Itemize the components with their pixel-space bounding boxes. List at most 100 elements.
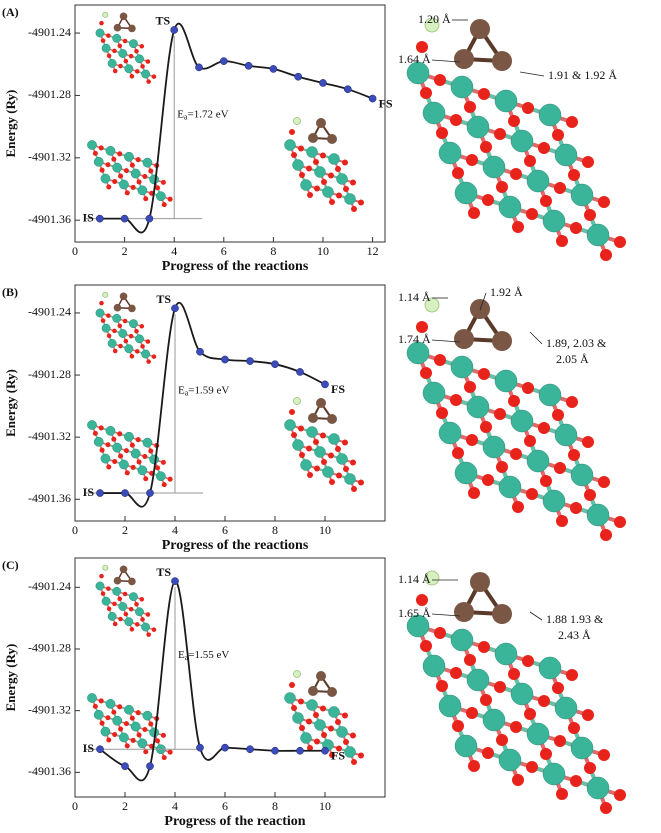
metal-atom (118, 49, 128, 58)
oxygen-atom (510, 168, 522, 180)
oxygen-atom (98, 425, 104, 431)
oxygen-atom (320, 705, 326, 712)
metal-atom (95, 308, 105, 318)
activation-energy: Ea=1.59 eV (178, 384, 229, 397)
oxygen-atom (568, 449, 580, 461)
oxygen-atom (420, 87, 432, 99)
oxygen-atom (600, 529, 612, 541)
metal-atom (112, 162, 123, 173)
oxygen-atom (482, 194, 494, 206)
oxygen-atom (140, 344, 145, 349)
oxygen-atom (510, 448, 522, 460)
oxygen-atom (128, 606, 134, 612)
oxygen-atom (496, 734, 508, 746)
oxygen-atom (136, 179, 142, 185)
oxygen-atom (117, 151, 123, 157)
cluster-atom (454, 602, 474, 622)
oxygen-atom (306, 165, 312, 172)
oxygen-atom (436, 127, 448, 139)
oxygen-atom (289, 129, 295, 135)
oxygen-atom (122, 591, 128, 597)
metal-atom (142, 437, 153, 448)
metal-atom (438, 421, 462, 445)
oxygen-atom (291, 152, 297, 158)
oxygen-atom (106, 53, 112, 59)
oxygen-atom (155, 185, 161, 191)
bond-length-label: 2.05 Å (556, 352, 589, 366)
metal-atom (570, 183, 594, 207)
is-label: IS (83, 485, 95, 499)
hydrogen-atom (293, 397, 301, 405)
oxygen-atom (466, 434, 478, 446)
cluster-atom (308, 413, 318, 423)
oxygen-atom (148, 721, 154, 727)
cluster-atom (470, 572, 490, 592)
oxygen-atom (105, 715, 111, 721)
metal-atom (141, 622, 151, 632)
point (121, 489, 129, 497)
bond-length-label: 1.91 & 1.92 Å (548, 68, 617, 82)
oxygen-atom (452, 720, 464, 732)
cluster-atom (308, 133, 318, 143)
point (296, 368, 304, 376)
metal-atom (141, 69, 151, 79)
oxygen-atom (307, 472, 313, 478)
metal-atom (137, 465, 148, 476)
oxygen-atom (117, 596, 123, 602)
oxygen-atom (117, 704, 123, 710)
oxygen-atom (494, 681, 506, 693)
structure (95, 564, 157, 637)
oxygen-atom (434, 74, 446, 86)
oxygen-atom (464, 654, 476, 666)
point (146, 762, 154, 771)
metal-atom (344, 746, 356, 758)
oxygen-atom (118, 726, 124, 732)
metal-atom (498, 748, 522, 772)
y-tick-label: -4901.28 (28, 641, 71, 655)
metal-atom (112, 586, 122, 596)
metal-atom (344, 193, 356, 205)
metal-atom (498, 475, 522, 499)
metal-atom (105, 699, 116, 709)
oxygen-atom (140, 64, 145, 69)
oxygen-atom (99, 167, 105, 173)
oxygen-atom (526, 488, 538, 500)
metal-atom (124, 431, 134, 442)
oxygen-atom (118, 453, 124, 459)
oxygen-atom (314, 185, 320, 192)
oxygen-atom (584, 762, 596, 774)
oxygen-atom (468, 487, 480, 499)
metal-atom (542, 762, 566, 786)
metal-atom (118, 602, 128, 611)
oxygen-atom (522, 382, 534, 394)
x-tick-label: 4 (172, 523, 178, 537)
oxygen-atom (343, 186, 349, 192)
oxygen-atom (145, 339, 151, 344)
oxygen-atom (478, 88, 490, 100)
metal-atom (141, 349, 151, 359)
point (196, 743, 204, 752)
oxygen-atom (329, 479, 335, 485)
oxygen-atom (161, 482, 167, 488)
fs-label: FS (331, 748, 345, 762)
oxygen-atom (112, 348, 118, 354)
metal-atom (124, 704, 134, 715)
y-tick-label: -4901.24 (28, 579, 71, 593)
metal-atom (454, 461, 478, 485)
metal-atom (554, 143, 578, 167)
oxygen-atom (146, 359, 151, 364)
hydrogen-atom (293, 670, 301, 678)
oxygen-atom (112, 179, 118, 185)
metal-atom (482, 435, 506, 459)
x-tick-label: 6 (222, 523, 228, 537)
oxygen-atom (151, 627, 157, 632)
oxygen-atom (151, 354, 157, 359)
oxygen-atom (329, 199, 335, 205)
oxygen-atom (568, 169, 580, 181)
ts-label: TS (156, 14, 171, 28)
structure (406, 570, 626, 814)
x-tick-label: 2 (122, 244, 128, 258)
oxygen-atom (313, 159, 319, 165)
oxygen-atom (145, 59, 151, 64)
point (221, 743, 229, 752)
